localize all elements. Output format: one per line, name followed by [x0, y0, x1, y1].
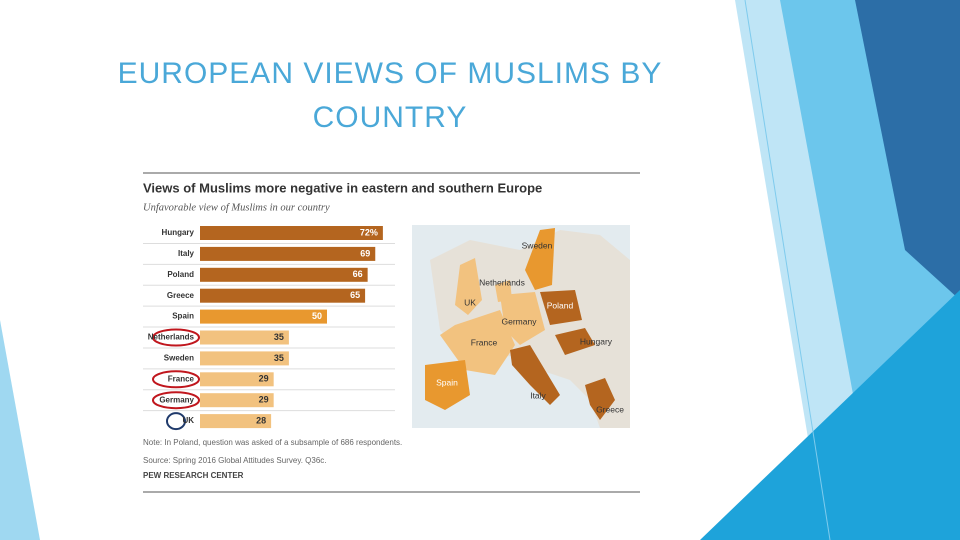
value-label: 29 — [259, 395, 269, 405]
deco-line — [744, 0, 831, 540]
credit: PEW RESEARCH CENTER — [143, 471, 244, 480]
map-country — [455, 258, 482, 315]
y-tick-label: Poland — [167, 270, 194, 279]
value-label: 28 — [256, 415, 266, 425]
highlight-circle — [152, 391, 200, 410]
chart-title: Views of Muslims more negative in easter… — [143, 180, 542, 195]
y-tick-label: Sweden — [164, 354, 194, 363]
map-country — [555, 328, 595, 355]
y-tick-label: UK — [182, 416, 194, 425]
bar — [200, 226, 383, 240]
value-label: 35 — [274, 353, 284, 363]
chart-subtitle: Unfavorable view of Muslims in our count… — [143, 202, 330, 213]
map-label: Spain — [436, 377, 458, 387]
map-country — [540, 290, 582, 325]
y-tick-label: France — [168, 374, 195, 383]
value-label: 29 — [259, 374, 269, 384]
deco-shape — [0, 320, 40, 540]
value-label: 35 — [274, 332, 284, 342]
map-label: UK — [464, 297, 476, 307]
map-label: Germany — [502, 316, 538, 326]
map-label: Netherlands — [479, 277, 525, 287]
map-country — [525, 228, 555, 290]
y-tick-label: Netherlands — [148, 333, 195, 342]
bar — [200, 288, 366, 303]
highlight-circle — [166, 412, 186, 431]
map-country — [510, 345, 560, 405]
map-country — [425, 360, 470, 410]
map-label: Poland — [547, 300, 574, 310]
map-country — [500, 292, 545, 345]
map-label: Hungary — [580, 336, 613, 346]
map-label: France — [471, 337, 498, 347]
value-label: 69 — [360, 248, 370, 258]
value-label: 66 — [353, 269, 363, 279]
bar — [200, 309, 327, 324]
y-tick-label: Germany — [159, 395, 194, 404]
bar — [200, 351, 289, 366]
map-country — [585, 378, 615, 420]
value-label: 50 — [312, 311, 322, 321]
bar — [200, 372, 274, 387]
y-tick-label: Greece — [167, 291, 195, 300]
map — [412, 225, 630, 428]
map-country — [440, 310, 515, 375]
bar — [200, 393, 274, 408]
bar — [200, 246, 376, 261]
source: Source: Spring 2016 Global Attitudes Sur… — [143, 456, 327, 465]
highlight-circle — [152, 370, 200, 389]
value-label: 72% — [360, 227, 378, 237]
map-country — [495, 280, 512, 302]
deco-shape — [700, 290, 960, 540]
bar — [200, 330, 289, 345]
bar — [200, 414, 272, 429]
map-label: Italy — [530, 390, 546, 400]
y-tick-label: Spain — [172, 312, 194, 321]
bar — [200, 267, 368, 282]
map-label: Greece — [596, 404, 624, 414]
deco-shape — [855, 0, 960, 300]
map-label: Sweden — [522, 240, 553, 250]
y-tick-label: Hungary — [162, 228, 195, 237]
y-tick-label: Italy — [178, 249, 195, 258]
value-label: 65 — [350, 290, 360, 300]
highlight-circle — [152, 328, 200, 347]
slide-title: EUROPEAN VIEWS OF MUSLIMS BY COUNTRY — [117, 57, 663, 134]
note: Note: In Poland, question was asked of a… — [143, 438, 402, 447]
